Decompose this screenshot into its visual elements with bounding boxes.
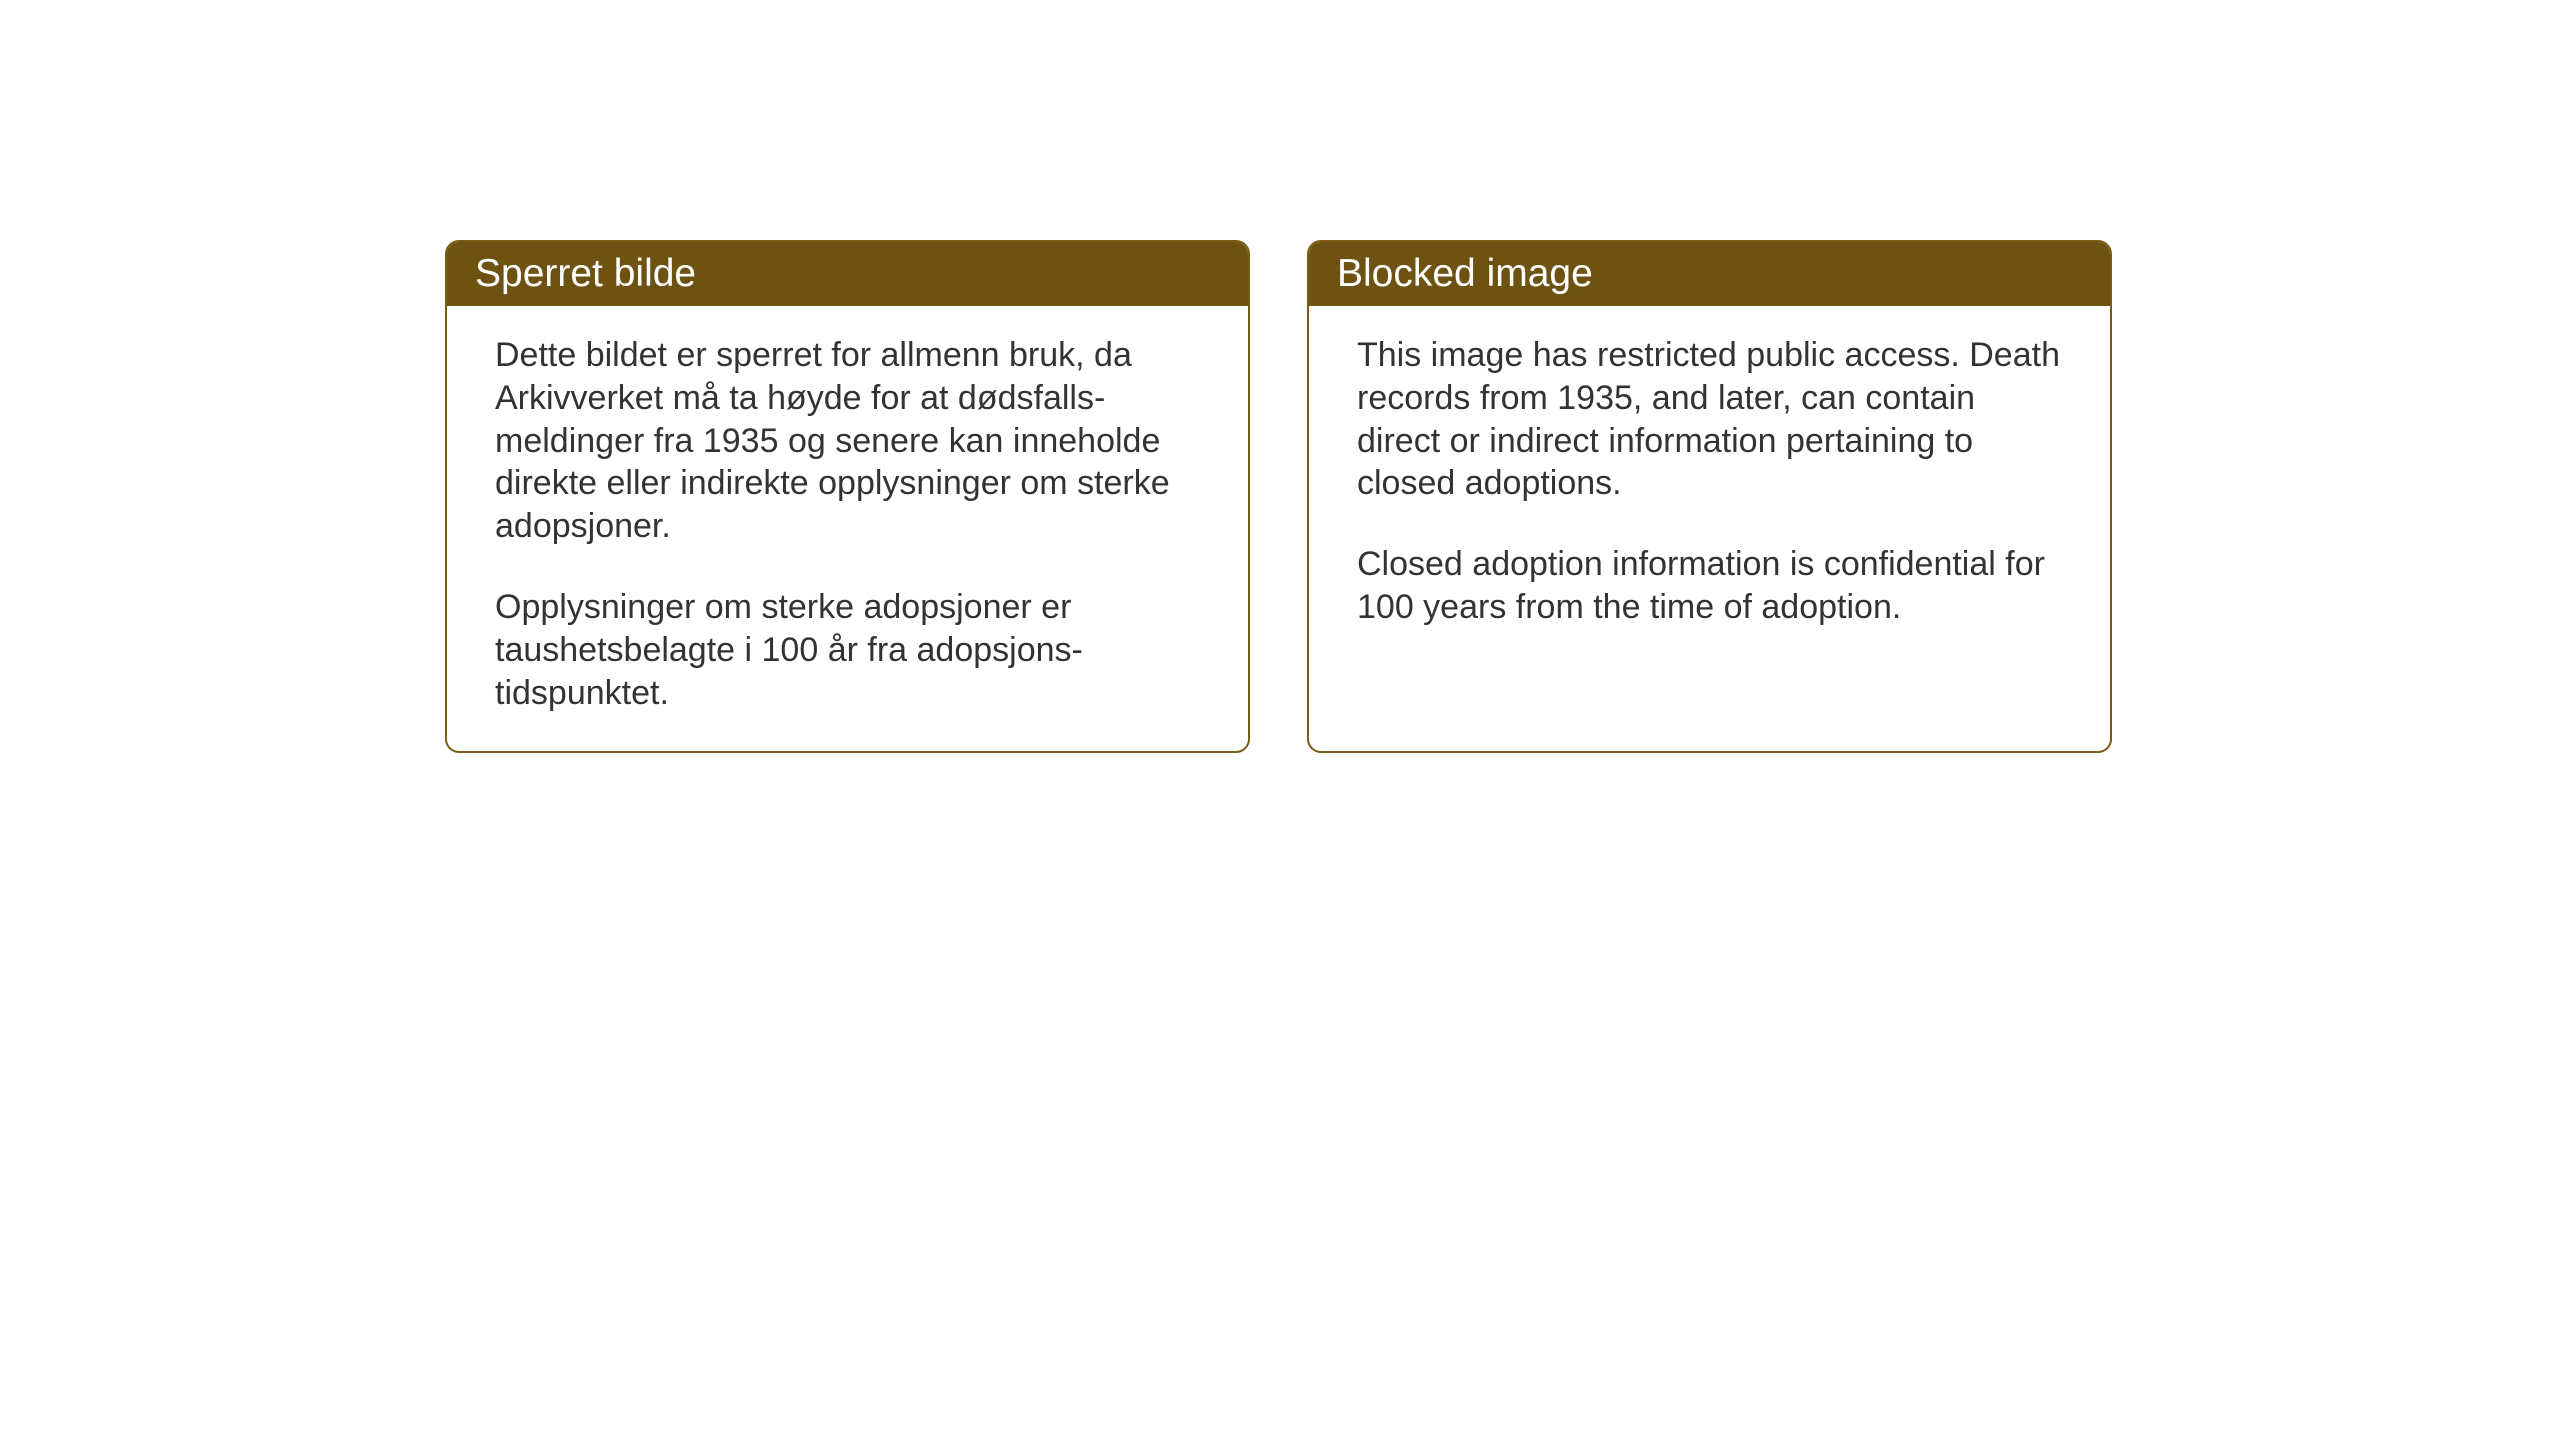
message-body-english: This image has restricted public access.… <box>1309 306 2110 665</box>
message-header-english: Blocked image <box>1309 242 2110 306</box>
message-paragraph: Dette bildet er sperret for allmenn bruk… <box>495 334 1200 548</box>
message-paragraph: Closed adoption information is confident… <box>1357 543 2062 629</box>
message-header-norwegian: Sperret bilde <box>447 242 1248 306</box>
message-box-norwegian: Sperret bilde Dette bildet er sperret fo… <box>445 240 1250 753</box>
message-body-norwegian: Dette bildet er sperret for allmenn bruk… <box>447 306 1248 751</box>
message-paragraph: This image has restricted public access.… <box>1357 334 2062 505</box>
message-container: Sperret bilde Dette bildet er sperret fo… <box>445 240 2112 753</box>
message-box-english: Blocked image This image has restricted … <box>1307 240 2112 753</box>
message-paragraph: Opplysninger om sterke adopsjoner er tau… <box>495 586 1200 714</box>
